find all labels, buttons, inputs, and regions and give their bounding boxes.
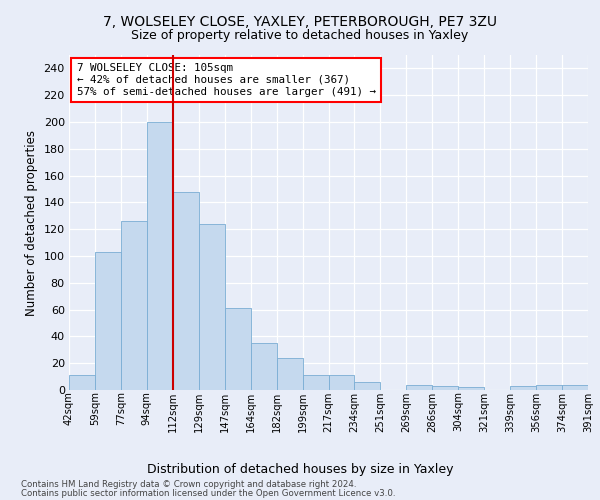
- Bar: [251, 343, 277, 390]
- Text: Size of property relative to detached houses in Yaxley: Size of property relative to detached ho…: [131, 29, 469, 42]
- Bar: [458, 388, 484, 390]
- Bar: [562, 384, 588, 390]
- Bar: [69, 376, 95, 390]
- Bar: [121, 221, 147, 390]
- Text: Contains public sector information licensed under the Open Government Licence v3: Contains public sector information licen…: [21, 489, 395, 498]
- Bar: [355, 382, 380, 390]
- Text: Distribution of detached houses by size in Yaxley: Distribution of detached houses by size …: [147, 462, 453, 475]
- Bar: [329, 376, 355, 390]
- Bar: [433, 386, 458, 390]
- Bar: [406, 384, 432, 390]
- Bar: [95, 252, 121, 390]
- Bar: [173, 192, 199, 390]
- Text: 7, WOLSELEY CLOSE, YAXLEY, PETERBOROUGH, PE7 3ZU: 7, WOLSELEY CLOSE, YAXLEY, PETERBOROUGH,…: [103, 15, 497, 29]
- Bar: [225, 308, 251, 390]
- Bar: [277, 358, 302, 390]
- Bar: [199, 224, 224, 390]
- Bar: [147, 122, 173, 390]
- Text: Contains HM Land Registry data © Crown copyright and database right 2024.: Contains HM Land Registry data © Crown c…: [21, 480, 356, 489]
- Text: 7 WOLSELEY CLOSE: 105sqm
← 42% of detached houses are smaller (367)
57% of semi-: 7 WOLSELEY CLOSE: 105sqm ← 42% of detach…: [77, 64, 376, 96]
- Bar: [302, 376, 329, 390]
- Y-axis label: Number of detached properties: Number of detached properties: [25, 130, 38, 316]
- Bar: [510, 386, 536, 390]
- Bar: [536, 384, 562, 390]
